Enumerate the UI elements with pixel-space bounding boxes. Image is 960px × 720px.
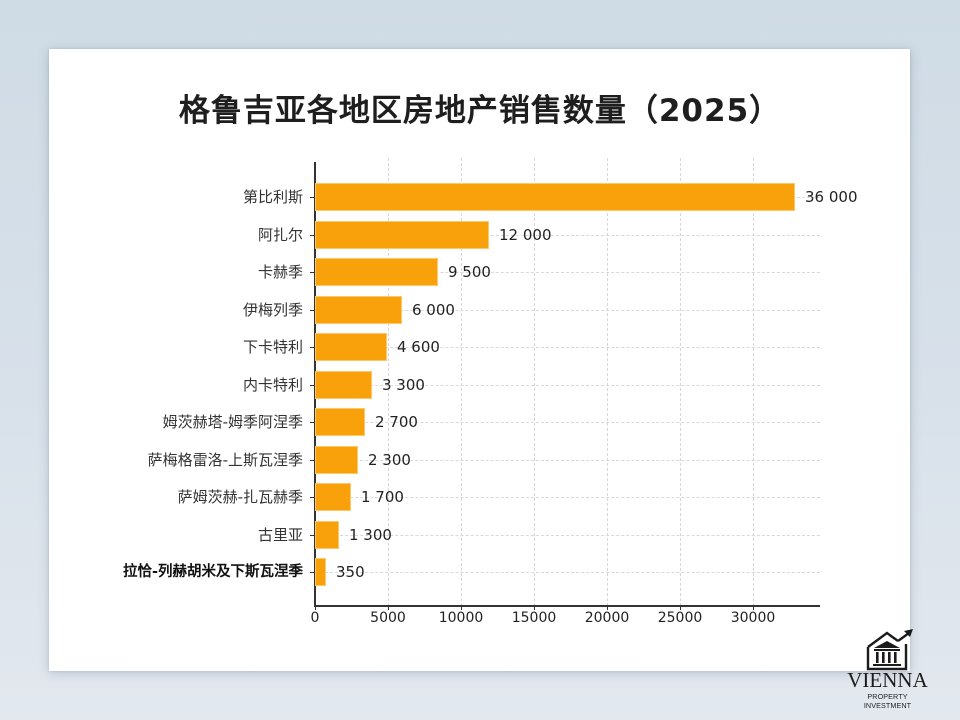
value-label: 36 000 [805,188,858,206]
y-tick-mark [310,197,314,198]
y-axis-line [314,162,316,606]
gridline-horizontal [315,235,820,236]
category-label: 阿扎尔 [257,226,303,244]
gridline-horizontal [315,422,820,423]
x-tick-label: 0 [310,610,320,626]
x-tick-mark [461,606,462,610]
gridline-horizontal [315,347,820,348]
bar [315,483,351,511]
value-label: 2 300 [368,451,411,469]
category-label: 第比利斯 [242,188,303,206]
y-tick-mark [310,310,314,311]
category-label: 姆茨赫塔-姆季阿涅季 [162,413,303,431]
x-tick-label: 30000 [730,610,776,626]
value-label: 350 [336,563,365,581]
gridline-horizontal [315,272,820,273]
x-tick-mark [607,606,608,610]
gridline-horizontal [315,460,820,461]
x-tick-mark [753,606,754,610]
chart-card [49,49,910,671]
y-tick-mark [310,272,314,273]
gridline-vertical [461,158,462,606]
value-label: 2 700 [375,413,418,431]
gridline-horizontal [315,310,820,311]
y-tick-mark [310,347,314,348]
category-label: 伊梅列季 [242,301,303,319]
x-tick-label: 25000 [657,610,703,626]
value-label: 6 000 [412,301,455,319]
y-tick-mark [310,572,314,573]
gridline-horizontal [315,572,820,573]
x-tick-label: 20000 [584,610,630,626]
x-tick-mark [534,606,535,610]
value-label: 9 500 [448,263,491,281]
y-tick-mark [310,460,314,461]
vienna-logo-icon [866,629,913,671]
value-label: 1 700 [361,488,404,506]
category-label: 萨姆茨赫-扎瓦赫季 [177,488,303,506]
category-label: 内卡特利 [242,376,303,394]
x-tick-label: 15000 [511,610,557,626]
chart-title: 格鲁吉亚各地区房地产销售数量（2025） [178,93,782,129]
gridline-vertical [680,158,681,606]
logo-wordmark: VIENNA [847,668,928,692]
category-label: 下卡特利 [242,338,303,356]
logo-tagline: PROPERTY INVESTMENT [863,692,912,710]
category-label: 拉恰-列赫胡米及下斯瓦涅季 [122,564,303,580]
category-label: 卡赫季 [257,263,303,281]
bar [315,521,339,549]
x-tick-mark [388,606,389,610]
bar [315,408,365,436]
bar [315,371,372,399]
gridline-vertical [388,158,389,606]
y-tick-mark [310,497,314,498]
value-label: 3 300 [382,376,425,394]
value-label: 1 300 [349,526,392,544]
y-tick-mark [310,535,314,536]
category-label: 古里亚 [257,526,303,544]
gridline-vertical [534,158,535,606]
value-label: 12 000 [499,226,552,244]
x-tick-label: 5000 [370,610,406,626]
y-tick-mark [310,235,314,236]
bar [315,296,402,324]
bar [315,558,326,586]
bar [315,446,358,474]
gridline-horizontal [315,385,820,386]
gridline-vertical [607,158,608,606]
x-tick-label: 10000 [438,610,484,626]
bar [315,333,387,361]
bar [315,183,795,211]
y-tick-mark [310,422,314,423]
x-axis-line [314,605,820,607]
gridline-horizontal [315,535,820,536]
category-label: 萨梅格雷洛-上斯瓦涅季 [147,451,303,469]
bar [315,258,438,286]
value-label: 4 600 [397,338,440,356]
x-tick-mark [315,606,316,610]
bar [315,221,489,249]
y-tick-mark [310,385,314,386]
gridline-horizontal [315,497,820,498]
gridline-vertical [753,158,754,606]
x-tick-mark [680,606,681,610]
